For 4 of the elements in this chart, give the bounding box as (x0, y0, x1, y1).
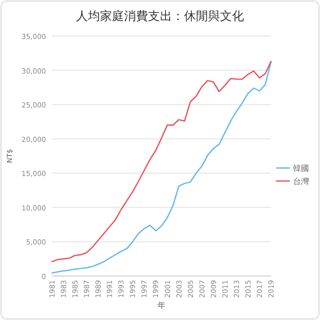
chart-title: 人均家庭消費支出：休閒與文化 (76, 9, 244, 23)
legend-label: 韓國 (293, 164, 309, 173)
legend-label: 台灣 (293, 177, 309, 186)
x-axis-title: 年 (158, 301, 166, 310)
